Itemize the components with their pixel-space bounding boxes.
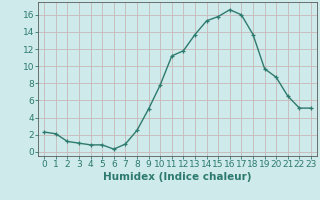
X-axis label: Humidex (Indice chaleur): Humidex (Indice chaleur)	[103, 172, 252, 182]
